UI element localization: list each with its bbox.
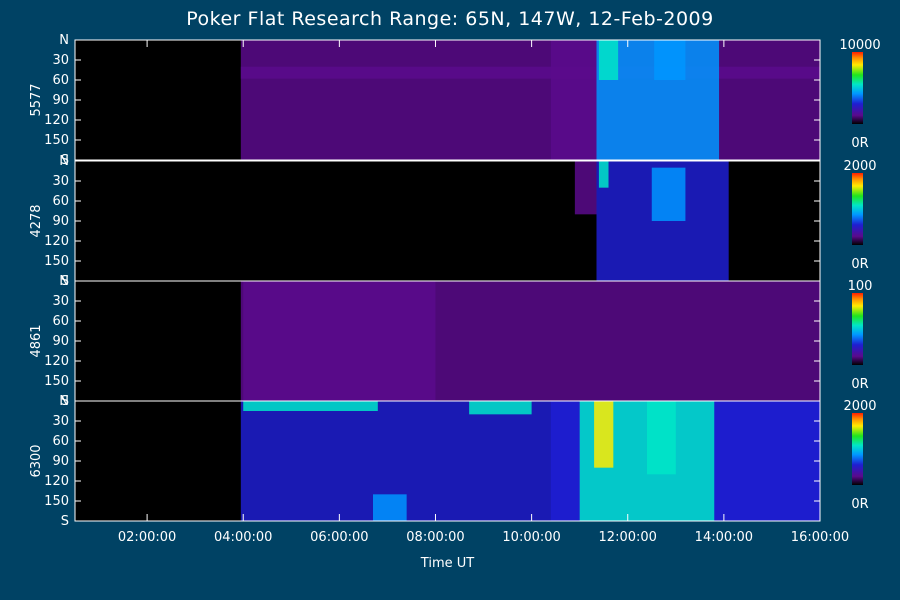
intensity-region (469, 401, 532, 415)
y-tick-label: 30 (52, 53, 69, 68)
x-tick-label: 10:00:00 (502, 530, 560, 545)
y-tick-label: 120 (44, 113, 69, 128)
y-tick-label: 150 (44, 494, 69, 509)
panel-label: 4861 (29, 324, 44, 357)
panel-4861: N 30 60 90 120 150 S 4861 100 0R (29, 274, 872, 409)
intensity-region (598, 40, 619, 80)
colorbar-min-label: 0R (851, 136, 868, 151)
intensity-region (574, 161, 597, 215)
y-tick-label: 60 (52, 194, 69, 209)
y-tick-label: 30 (52, 294, 69, 309)
intensity-region (373, 494, 407, 521)
intensity-region (243, 401, 378, 411)
chart-title: Poker Flat Research Range: 65N, 147W, 12… (186, 8, 714, 30)
colorbar (852, 52, 863, 124)
colorbar (852, 413, 863, 485)
y-tick-label: 150 (44, 374, 69, 389)
x-tick-label: 12:00:00 (599, 530, 657, 545)
x-tick-label: 02:00:00 (118, 530, 176, 545)
colorbar-min-label: 0R (851, 497, 868, 512)
colorbar (852, 173, 863, 245)
intensity-region (651, 167, 686, 221)
intensity-region (594, 401, 614, 468)
y-tick-label: S (61, 394, 69, 409)
panel-label: 5577 (29, 83, 44, 116)
intensity-region (240, 161, 821, 281)
y-tick-label: N (59, 394, 69, 409)
y-tick-label: S (61, 274, 69, 289)
y-tick-label: 120 (44, 234, 69, 249)
y-tick-label: S (61, 153, 69, 168)
y-tick-label: 60 (52, 73, 69, 88)
colorbar (852, 293, 863, 365)
y-tick-label: 60 (52, 314, 69, 329)
intensity-region (598, 161, 609, 188)
x-tick-label: 16:00:00 (791, 530, 849, 545)
intensity-region (550, 40, 599, 160)
y-tick-label: 120 (44, 354, 69, 369)
x-axis-label: Time UT (420, 556, 474, 571)
y-tick-label: S (61, 514, 69, 529)
y-tick-label: 150 (44, 133, 69, 148)
intensity-region (646, 401, 676, 475)
y-tick-label: 60 (52, 434, 69, 449)
x-tick-label: 14:00:00 (695, 530, 753, 545)
y-tick-label: 90 (52, 93, 69, 108)
panel-6300: N 30 60 90 120 150 S 6300 2000 0R (29, 394, 877, 529)
colorbar-max-label: 100 (848, 279, 873, 294)
y-tick-label: 90 (52, 334, 69, 349)
y-tick-label: 30 (52, 414, 69, 429)
y-tick-label: N (59, 274, 69, 289)
colorbar-min-label: 0R (851, 377, 868, 392)
panel-label: 4278 (29, 204, 44, 237)
colorbar-min-label: 0R (851, 257, 868, 272)
intensity-region (654, 40, 686, 80)
intensity-region (243, 281, 436, 401)
y-tick-label: 150 (44, 254, 69, 269)
x-tick-label: 04:00:00 (214, 530, 272, 545)
y-tick-label: 30 (52, 174, 69, 189)
colorbar-max-label: 2000 (843, 399, 876, 414)
x-tick-label: 08:00:00 (406, 530, 464, 545)
panel-5577: N 30 60 90 120 150 S 5577 10000 0R (29, 33, 881, 168)
intensity-region (240, 40, 821, 160)
intensity-region (240, 66, 821, 79)
y-tick-label: 90 (52, 214, 69, 229)
panel-4278: N 30 60 90 120 150 S 4278 2000 0R (29, 154, 877, 289)
x-tick-label: 06:00:00 (310, 530, 368, 545)
y-tick-label: N (59, 33, 69, 48)
y-tick-label: 90 (52, 454, 69, 469)
y-tick-label: 120 (44, 474, 69, 489)
colorbar-max-label: 2000 (843, 159, 876, 174)
colorbar-max-label: 10000 (839, 38, 880, 53)
y-tick-label: N (59, 154, 69, 169)
panel-label: 6300 (29, 444, 44, 477)
